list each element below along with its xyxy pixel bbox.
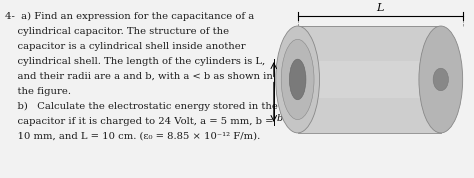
Ellipse shape [419,26,463,133]
Bar [298,26,441,133]
Text: capacitor is a cylindrical shell inside another: capacitor is a cylindrical shell inside … [5,42,246,51]
Ellipse shape [276,26,319,133]
Text: L: L [376,3,384,13]
Text: and their radii are a and b, with a < b as shown in: and their radii are a and b, with a < b … [5,72,273,81]
Bar [298,61,441,98]
Text: a: a [277,61,283,70]
Text: 10 mm, and L = 10 cm. (ε₀ = 8.85 × 10⁻¹² F/m).: 10 mm, and L = 10 cm. (ε₀ = 8.85 × 10⁻¹²… [5,132,261,141]
Ellipse shape [281,39,314,120]
Text: capacitor if it is charged to 24 Volt, a = 5 mm, b =: capacitor if it is charged to 24 Volt, a… [5,117,274,126]
Text: b: b [277,114,283,123]
Text: b)   Calculate the electrostatic energy stored in the: b) Calculate the electrostatic energy st… [5,102,278,111]
Text: cylindrical shell. The length of the cylinders is L,: cylindrical shell. The length of the cyl… [5,57,265,66]
Text: cylindrical capacitor. The structure of the: cylindrical capacitor. The structure of … [5,27,229,36]
Text: 4-  a) Find an expression for the capacitance of a: 4- a) Find an expression for the capacit… [5,11,255,21]
Ellipse shape [433,68,448,91]
Ellipse shape [289,59,306,100]
Text: the figure.: the figure. [5,87,72,96]
